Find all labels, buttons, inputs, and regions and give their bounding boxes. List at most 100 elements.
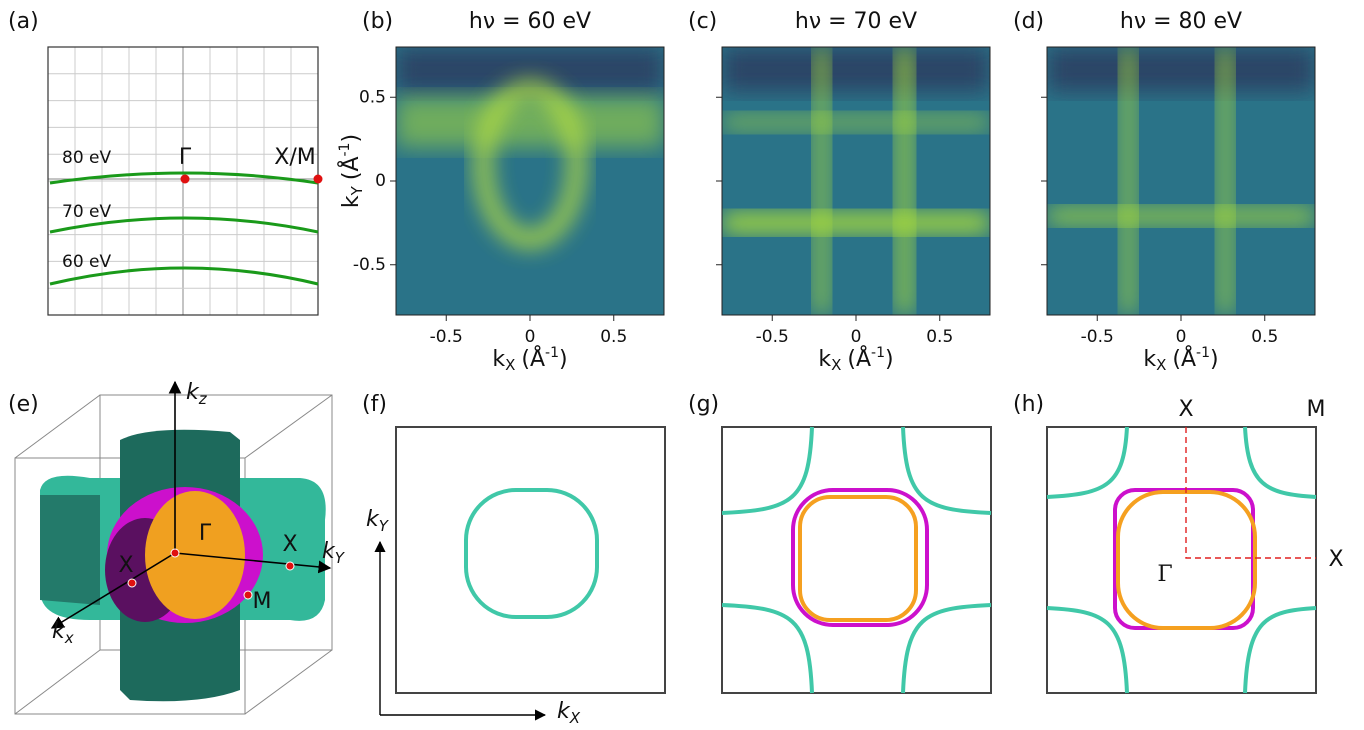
label-part: X <box>1156 356 1166 374</box>
x-tick-label: -0.5 <box>1081 327 1114 347</box>
point-label: Γ <box>199 521 212 546</box>
label-part: k <box>1143 347 1156 372</box>
map-band <box>1217 47 1233 315</box>
bz-frame <box>1046 426 1317 694</box>
map-title: hν = 70 eV <box>795 9 917 34</box>
label-part: (Å <box>847 345 871 372</box>
fs-contour <box>901 603 992 694</box>
label-part: X <box>831 356 841 374</box>
point-label: Γ <box>1157 562 1172 587</box>
bz-cube <box>244 394 333 459</box>
map-band <box>722 212 990 233</box>
kz-cut-curve <box>49 266 319 286</box>
curve-label: 80 eV <box>62 148 111 168</box>
label-part: (Å <box>521 345 545 372</box>
panel-label: (a) <box>8 9 39 34</box>
map-band <box>896 47 913 315</box>
arpes-map <box>722 47 990 315</box>
panel-label: (b) <box>362 9 393 34</box>
fs-contour <box>721 603 814 694</box>
point-label: M <box>253 589 272 614</box>
k-sub: Y <box>379 517 390 535</box>
x-tick-label: 0.5 <box>600 327 627 347</box>
map-band <box>722 114 990 131</box>
point <box>180 174 190 184</box>
axis-arrow <box>50 552 176 629</box>
k-sub: Y <box>335 549 346 567</box>
label-part: X <box>505 356 515 374</box>
k-base: k <box>366 507 380 532</box>
k-base: k <box>322 539 336 564</box>
label-part: k <box>492 347 505 372</box>
label-part: ) <box>885 347 894 372</box>
fs-contour <box>464 488 599 619</box>
axis-arrow <box>174 552 332 574</box>
axis-label: kY <box>366 507 390 535</box>
map-band <box>1047 207 1315 225</box>
fs-contour <box>798 495 918 622</box>
x-tick-label: 0.5 <box>1251 327 1278 347</box>
bz-path <box>1185 427 1316 559</box>
fs-contour <box>901 426 992 515</box>
x-tick-label: 0 <box>851 327 862 347</box>
point <box>170 548 180 558</box>
bz-frame <box>721 426 992 694</box>
fs-contour <box>1046 426 1129 499</box>
point-label: X/M <box>274 145 315 170</box>
kz-cut-curve <box>49 171 319 185</box>
panel-label: (f) <box>362 392 387 417</box>
x-axis-label: kX (Å-1) <box>492 345 567 374</box>
panel-label: (h) <box>1013 392 1044 417</box>
arpes-map <box>1047 47 1315 315</box>
y-tick-label: 0.5 <box>359 87 386 107</box>
panel-label: (d) <box>1013 9 1044 34</box>
k-base: k <box>52 619 66 644</box>
point-label: X <box>1178 397 1193 422</box>
map-ring <box>475 80 585 248</box>
kz-cut-curve <box>49 216 319 234</box>
k-base: k <box>557 699 571 724</box>
x-tick-label: -0.5 <box>756 327 789 347</box>
y-axis-label: kY (Å-1) <box>337 134 366 208</box>
x-tick-label: 0 <box>1176 327 1187 347</box>
label-part: (Å <box>1172 345 1196 372</box>
k-sub: x <box>64 629 74 647</box>
label-part: -1 <box>871 345 885 361</box>
label-part: ) <box>339 134 364 143</box>
point <box>127 578 137 588</box>
label-part: (Å <box>337 157 364 181</box>
point-label: X <box>282 532 297 557</box>
map-dark-top <box>1047 47 1315 92</box>
bz-frame <box>395 426 666 694</box>
fs-contour <box>1046 606 1129 694</box>
point-label: Γ <box>179 145 192 170</box>
x-axis-label: kX (Å-1) <box>1143 345 1218 374</box>
map-title: hν = 60 eV <box>469 9 591 34</box>
point-label: M <box>1307 397 1326 422</box>
bz-cube <box>14 649 101 715</box>
axis-label: kY <box>322 539 346 567</box>
label-part: Y <box>348 185 366 196</box>
map-band <box>1120 47 1136 315</box>
point <box>243 590 253 600</box>
x-tick-label: 0.5 <box>926 327 953 347</box>
map-band <box>396 97 664 148</box>
point-label: X <box>118 553 133 578</box>
label-part: ) <box>559 347 568 372</box>
x-tick-label: -0.5 <box>430 327 463 347</box>
k-sub: X <box>569 709 581 727</box>
x-axis-label: kX (Å-1) <box>818 345 893 374</box>
bz-cube <box>14 394 101 459</box>
map-dark-top <box>722 47 990 92</box>
panel-label: (e) <box>8 392 39 417</box>
fs-contour <box>791 488 929 627</box>
fs-contour <box>721 426 814 515</box>
map-band <box>814 47 830 315</box>
fs-contour <box>1113 488 1255 630</box>
label-part: -1 <box>337 143 353 157</box>
axis-label: kz <box>186 380 208 408</box>
fs-contour <box>1243 426 1317 499</box>
axis-label: kx <box>52 619 74 647</box>
label-part: -1 <box>1196 345 1210 361</box>
k-base: k <box>186 380 200 405</box>
